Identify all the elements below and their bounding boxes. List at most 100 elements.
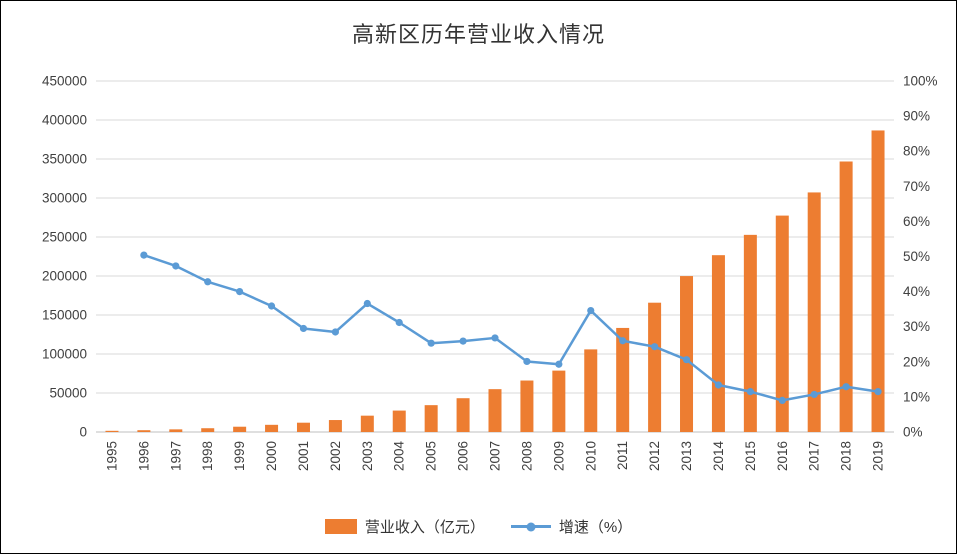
- line-marker: [459, 337, 467, 345]
- revenue-bar-swatch: [324, 519, 357, 534]
- right-tick-label: 100%: [903, 74, 938, 89]
- legend-item-revenue: 营业收入（亿元）: [324, 516, 485, 537]
- line-marker: [874, 388, 882, 396]
- left-tick-label: 50000: [49, 386, 87, 401]
- line-marker: [363, 299, 371, 308]
- line-marker: [395, 318, 403, 327]
- bar: [169, 429, 183, 432]
- left-tick-label: 0: [79, 425, 87, 440]
- line-marker: [491, 334, 499, 342]
- x-axis-labels: 1995 1996 1997 1998 1999 2000 2001 2002 2003 2004…: [104, 441, 885, 472]
- right-tick-label: 60%: [903, 214, 930, 229]
- bar: [616, 327, 630, 432]
- x-tick-label: 2009: [551, 441, 566, 471]
- x-tick-label: 2012: [647, 441, 662, 471]
- growth-line-swatch: [510, 522, 551, 531]
- bar: [424, 405, 438, 432]
- chart-title: 高新区历年营业收入情况: [351, 23, 605, 48]
- x-tick-label: 2015: [743, 441, 758, 471]
- x-tick-label: 2008: [519, 441, 534, 471]
- right-tick-label: 90%: [903, 109, 930, 124]
- bar: [456, 398, 470, 432]
- right-axis-ticks: 0% 10% 20% 30% 40% 50% 60% 70% 80% 90% 100%: [903, 74, 938, 440]
- line-marker: [842, 383, 850, 391]
- bar: [871, 130, 885, 432]
- bar: [839, 161, 853, 432]
- line-marker: [810, 390, 818, 399]
- right-tick-label: 50%: [903, 249, 930, 264]
- growth-line-series: [140, 251, 882, 405]
- bar: [552, 370, 566, 432]
- x-tick-label: 2019: [871, 441, 886, 471]
- left-axis-ticks: 0 50000 100000 150000 200000 250000 300000 3500…: [42, 74, 87, 440]
- line-marker: [682, 356, 691, 364]
- x-tick-label: 1995: [104, 441, 119, 471]
- line-marker: [427, 339, 435, 347]
- x-tick-label: 2003: [360, 441, 375, 471]
- bar: [775, 215, 789, 432]
- x-tick-label: 1997: [168, 441, 183, 471]
- left-tick-label: 350000: [42, 152, 87, 167]
- bar: [488, 389, 502, 432]
- legend-revenue-label: 营业收入（亿元）: [364, 519, 485, 536]
- line-marker: [172, 262, 180, 270]
- line-marker: [651, 343, 659, 351]
- x-tick-label: 2018: [839, 441, 854, 471]
- bar: [233, 426, 247, 432]
- left-tick-label: 200000: [42, 269, 87, 284]
- left-tick-label: 450000: [42, 74, 87, 89]
- left-tick-label: 250000: [42, 230, 87, 245]
- left-tick-label: 100000: [42, 347, 87, 362]
- x-tick-label: 2002: [328, 441, 343, 471]
- line-marker: [714, 381, 723, 389]
- bar: [680, 276, 694, 432]
- bar: [265, 424, 279, 432]
- line-marker: [331, 328, 339, 336]
- line-marker: [299, 324, 308, 333]
- growth-marker-dot: [526, 522, 536, 531]
- x-tick-label: 2001: [296, 441, 311, 471]
- x-tick-label: 2011: [615, 441, 630, 470]
- line-marker: [555, 360, 563, 368]
- bar: [328, 420, 342, 432]
- line-marker: [619, 337, 627, 345]
- left-tick-label: 300000: [42, 191, 87, 206]
- x-tick-label: 2006: [456, 441, 471, 471]
- line-marker: [204, 278, 212, 286]
- line-marker: [140, 251, 148, 259]
- line-marker: [746, 388, 754, 396]
- line-marker: [523, 357, 531, 366]
- legend: 营业收入（亿元） 增速（%）: [1, 516, 956, 537]
- bar: [584, 349, 598, 432]
- x-tick-label: 2004: [392, 441, 407, 472]
- x-tick-label: 2016: [775, 441, 790, 471]
- x-tick-label: 2013: [679, 441, 694, 471]
- bar: [201, 428, 215, 432]
- gridlines: [96, 80, 894, 433]
- bar: [520, 380, 534, 432]
- bar: [648, 302, 662, 432]
- bar: [296, 422, 310, 432]
- line-marker: [587, 306, 595, 315]
- x-tick-label: 2005: [424, 441, 439, 471]
- right-tick-label: 80%: [903, 144, 930, 159]
- bar: [360, 415, 374, 432]
- bar: [807, 192, 821, 432]
- line-marker: [267, 302, 276, 310]
- bar: [711, 255, 725, 432]
- x-tick-label: 1996: [136, 441, 151, 471]
- x-tick-label: 1998: [200, 441, 215, 471]
- line-marker: [778, 396, 786, 405]
- right-tick-label: 30%: [903, 319, 930, 334]
- right-tick-label: 0%: [903, 425, 923, 440]
- x-tick-label: 2007: [488, 441, 503, 471]
- left-tick-label: 150000: [42, 308, 87, 323]
- bar: [743, 234, 757, 432]
- line-marker: [236, 288, 244, 296]
- legend-item-growth: 增速（%）: [510, 516, 633, 537]
- right-tick-label: 70%: [903, 179, 930, 194]
- legend-growth-label: 增速（%）: [558, 519, 633, 536]
- revenue-bar-series: [105, 130, 885, 432]
